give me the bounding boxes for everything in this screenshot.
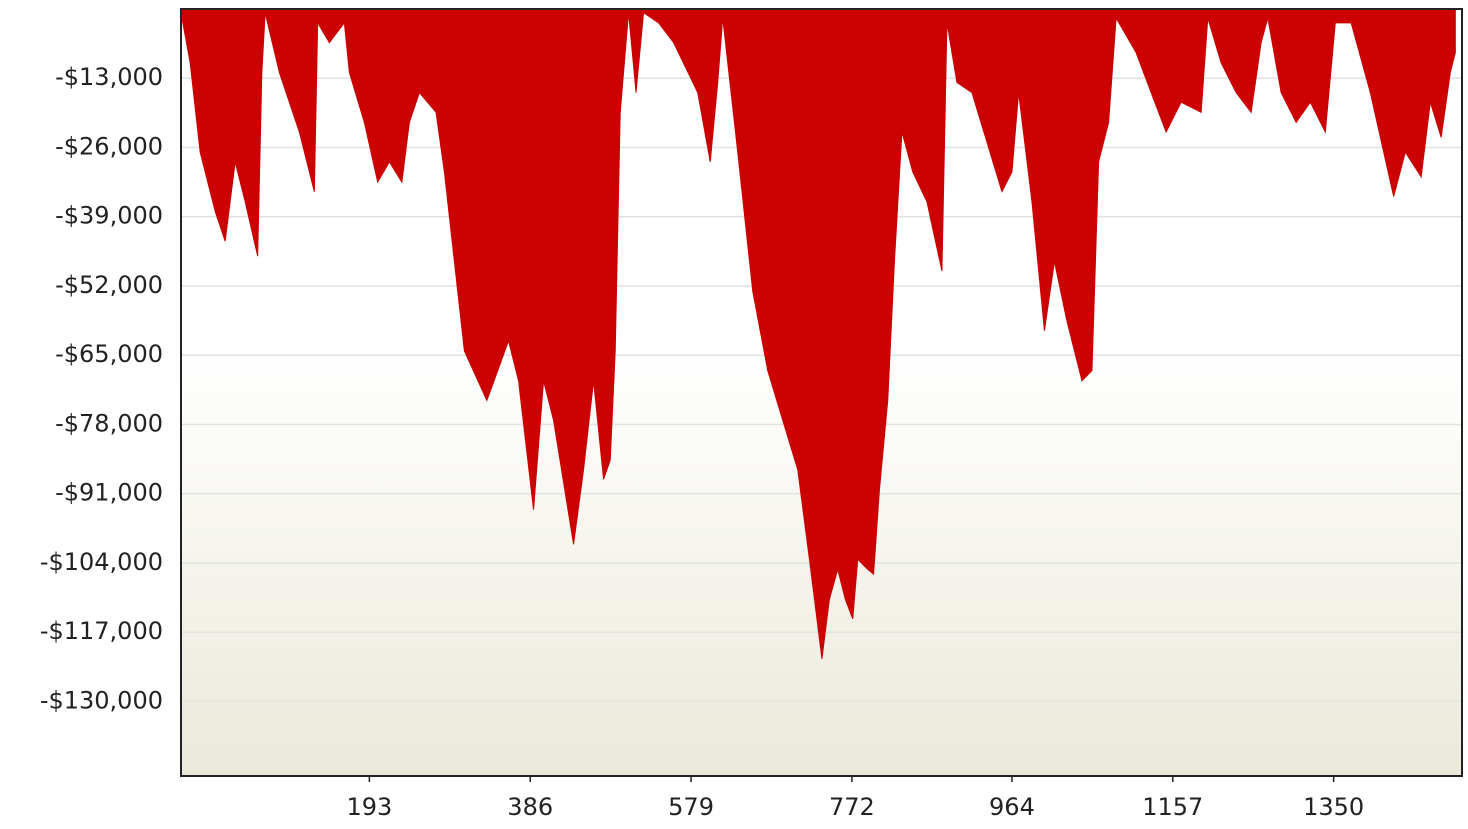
- x-tick-label: 772: [829, 793, 875, 821]
- x-tick-label: 386: [507, 793, 553, 821]
- y-tick-label: -$104,000: [40, 548, 163, 576]
- y-tick-label: -$65,000: [55, 340, 163, 368]
- y-tick-label: -$130,000: [40, 686, 163, 714]
- y-tick-label: -$52,000: [55, 271, 163, 299]
- y-tick-label: -$78,000: [55, 409, 163, 437]
- y-tick-label: -$117,000: [40, 617, 163, 645]
- y-tick-label: -$26,000: [55, 132, 163, 160]
- x-tick-label: 1350: [1303, 793, 1364, 821]
- x-tick-label: 964: [989, 793, 1035, 821]
- plot-frame: [180, 8, 1463, 777]
- drawdown-area: [180, 8, 1456, 659]
- x-tick-label: 193: [346, 793, 392, 821]
- x-tick-label: 579: [668, 793, 714, 821]
- x-tick-label: 1157: [1142, 793, 1203, 821]
- y-tick-label: -$13,000: [55, 63, 163, 91]
- y-tick-label: -$39,000: [55, 202, 163, 230]
- y-tick-label: -$91,000: [55, 479, 163, 507]
